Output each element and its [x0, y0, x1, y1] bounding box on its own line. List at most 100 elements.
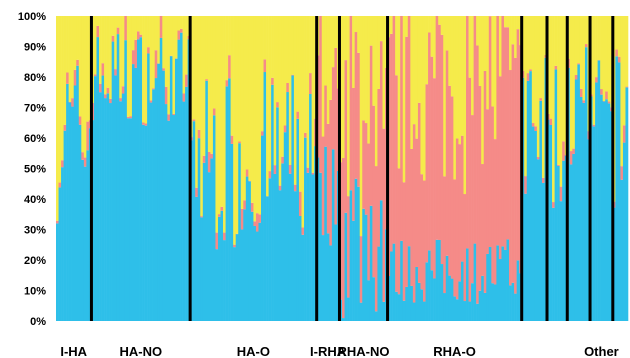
bar-segment [255, 16, 259, 214]
bar-segment [304, 16, 307, 133]
bar-segment [159, 37, 163, 321]
bar-segment [258, 222, 262, 321]
bar-segment [506, 16, 510, 28]
bar-segment [524, 16, 528, 177]
bar-segment [369, 205, 373, 321]
bar-segment [347, 297, 350, 321]
bar-segment [205, 80, 209, 321]
bar-segment [602, 16, 606, 102]
bar-segment [488, 16, 492, 247]
bar-segment [529, 71, 533, 322]
bar-segment [212, 115, 216, 321]
bar-segment [390, 16, 393, 34]
bar-segment [481, 16, 485, 165]
bar-segment [177, 39, 181, 322]
bar-segment [483, 71, 487, 293]
bar-segment [223, 232, 226, 241]
bar-segment [293, 16, 297, 185]
bar-segment [352, 87, 355, 221]
bar-segment [483, 292, 487, 321]
bar-segment [293, 191, 297, 321]
bar-segment [443, 176, 447, 294]
bar-segment [134, 67, 138, 322]
bar-segment [76, 65, 80, 321]
bar-segment [319, 16, 323, 173]
bar-segment [217, 216, 221, 321]
bar-segment [162, 68, 166, 71]
bar-segment [331, 149, 335, 321]
bar-segment [286, 16, 290, 83]
bar-segment [412, 16, 416, 125]
bar-segment [428, 32, 431, 251]
bar-segment [559, 201, 563, 321]
bar-segment [114, 69, 118, 76]
bar-segment [440, 34, 444, 265]
bar-segment [68, 16, 72, 102]
bar-segment [266, 196, 269, 321]
bar-segment [509, 16, 512, 71]
bar-segment [152, 16, 156, 89]
bar-segment [364, 16, 368, 124]
bar-segment [271, 16, 274, 78]
bar-segment [174, 58, 178, 321]
bar-segment [498, 259, 502, 321]
bar-segment [99, 92, 102, 322]
bar-segment [73, 85, 77, 322]
bar-segment [162, 16, 166, 69]
bar-segment [468, 301, 472, 321]
bar-segment [362, 120, 366, 209]
bar-segment [164, 16, 168, 87]
bar-segment [592, 124, 596, 127]
bar-segment [238, 143, 242, 321]
bar-segment [273, 16, 277, 166]
bar-segment [217, 16, 221, 215]
bar-segment [157, 16, 161, 64]
bar-segment [167, 16, 171, 115]
bar-segment [498, 16, 502, 77]
bar-segment [372, 277, 376, 321]
y-tick-label: 20% [24, 255, 46, 267]
bar-segment [106, 16, 110, 88]
bar-segment [245, 169, 249, 177]
bar-segment [455, 299, 459, 321]
bar-segment [524, 176, 528, 194]
bar-segment [605, 99, 609, 321]
bar-segment [574, 79, 578, 322]
bar-segment [109, 16, 112, 99]
bar-segment [433, 278, 436, 321]
bar-segment [331, 67, 335, 150]
bar-segment [352, 16, 355, 88]
bar-segment [164, 104, 168, 321]
group-label: RHA-O [433, 344, 476, 358]
bar-segment [541, 182, 545, 321]
bar-segment [131, 16, 135, 51]
bar-segment [572, 153, 576, 321]
bar-segment [76, 16, 80, 60]
bar-segment [554, 65, 558, 70]
bar-segment [536, 157, 540, 160]
bar-segment [205, 16, 209, 80]
bar-segment [301, 16, 305, 228]
bar-segment [415, 138, 419, 267]
bar-segment [402, 300, 406, 321]
bar-segment [121, 86, 125, 94]
bar-segment [420, 289, 424, 321]
bar-segment [392, 16, 396, 244]
bar-segment [397, 16, 401, 169]
bar-segment [134, 16, 138, 40]
bar-segment [617, 56, 621, 63]
bar-segment [185, 74, 188, 87]
bar-segment [167, 120, 171, 321]
bar-segment [390, 251, 393, 321]
bar-segment [154, 78, 158, 321]
bar-segment [217, 214, 221, 217]
bar-segment [309, 73, 312, 95]
bar-segment [415, 266, 419, 321]
bar-segment [71, 106, 75, 321]
bar-segment [557, 16, 560, 165]
bar-segment [119, 98, 123, 102]
bar-segment [306, 167, 310, 173]
bar-segment [554, 16, 558, 66]
bar-segment [443, 16, 447, 177]
bar-segment [569, 16, 573, 152]
